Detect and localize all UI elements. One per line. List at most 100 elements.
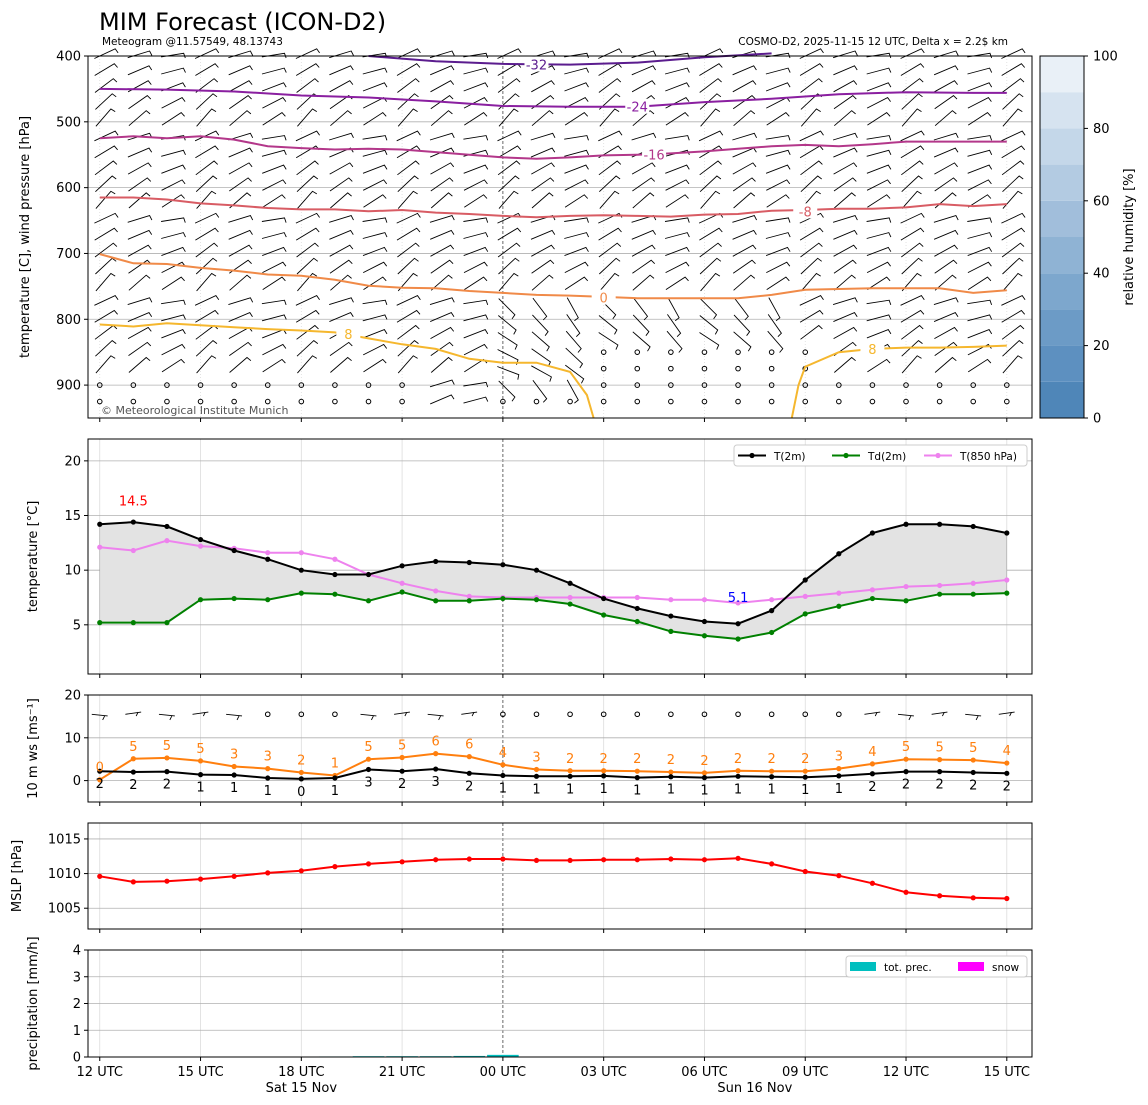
series-point <box>634 605 640 612</box>
isotherm-label: 8 <box>868 343 876 358</box>
wind-barb <box>362 217 388 223</box>
gust-value-label: 3 <box>230 747 238 762</box>
series-point <box>567 857 573 864</box>
wind-barb <box>194 130 220 142</box>
calm-wind-marker <box>668 382 674 388</box>
wind-barb <box>598 160 622 176</box>
calm-wind-marker <box>533 398 540 405</box>
wind-barb <box>228 65 253 76</box>
wind-barb <box>161 329 186 339</box>
wind-barb <box>296 257 319 275</box>
wind-barb <box>934 326 958 339</box>
wind-barb <box>498 380 516 402</box>
wind-barb <box>363 194 387 208</box>
wind-barb <box>800 190 821 209</box>
wind-barb <box>564 82 589 92</box>
calm-wind-marker <box>701 365 708 372</box>
calm-wind-marker <box>264 398 271 405</box>
wind-barb <box>765 67 791 75</box>
wind-barb <box>967 149 993 157</box>
series-point <box>769 768 775 774</box>
mean-value-label: 1 <box>532 782 540 797</box>
series-point <box>836 873 842 879</box>
wind-barb <box>901 257 923 275</box>
wind-barb <box>329 162 354 175</box>
wind-barb <box>900 145 925 159</box>
calm-wind-marker <box>768 382 775 388</box>
wind-barb <box>633 297 649 321</box>
wind-barb <box>396 295 421 306</box>
y-tick-label: 700 <box>56 247 81 262</box>
y-axis-label: temperature [°C] <box>26 501 41 613</box>
wind-barb <box>297 272 318 292</box>
y-tick-label: 1005 <box>48 902 81 917</box>
calm-wind-marker <box>634 398 641 405</box>
wind-barb <box>195 63 219 76</box>
series-point <box>601 612 607 618</box>
wind-barb <box>866 164 892 174</box>
wind-barb <box>463 179 488 191</box>
wind-barb <box>598 145 622 159</box>
calm-wind-marker <box>668 398 674 405</box>
panel-frame <box>87 949 1033 1058</box>
calm-wind-marker <box>600 711 607 718</box>
gust-value-label: 2 <box>734 752 742 767</box>
calm-wind-marker <box>802 349 809 355</box>
wind-barb <box>967 217 993 223</box>
wind-barb <box>463 381 489 388</box>
wind-barb <box>900 295 925 306</box>
wind-barb <box>161 276 185 290</box>
wind-barb <box>463 135 489 141</box>
wind-barb <box>665 164 690 174</box>
series-point <box>802 593 808 599</box>
y-tick-label: 600 <box>56 181 81 196</box>
wind-barb <box>866 149 892 157</box>
wind-barb <box>800 257 822 275</box>
wind-barb <box>699 145 723 159</box>
wind-barb <box>598 48 623 59</box>
wind-barb <box>396 227 421 241</box>
series-point <box>97 521 103 527</box>
series-point <box>668 613 674 619</box>
gust-value-label: 4 <box>868 745 876 760</box>
wind-barb <box>799 295 824 306</box>
wind-barb <box>262 261 287 274</box>
copyright-note: © Meteorological Institute Munich <box>101 404 288 417</box>
wind-barb <box>229 356 252 373</box>
wind-barb <box>732 177 756 192</box>
wind-barb <box>1001 63 1026 76</box>
wind-barb <box>329 229 354 240</box>
wind-barb <box>967 135 993 141</box>
gust-value-label: 5 <box>364 740 372 755</box>
wind-barb <box>998 711 1015 717</box>
y-tick-label: 0 <box>73 774 81 789</box>
wind-barb <box>834 274 856 291</box>
wind-barb <box>464 358 488 373</box>
series-point <box>164 538 170 544</box>
wind-barb <box>766 112 790 126</box>
wind-barb <box>498 257 520 275</box>
wind-barb <box>396 130 421 142</box>
wind-barb <box>531 162 555 175</box>
calm-wind-marker <box>701 398 708 405</box>
calm-wind-marker <box>836 382 842 388</box>
series-point <box>567 601 573 607</box>
series-point <box>130 769 136 775</box>
wind-barb <box>564 194 589 208</box>
wind-barb <box>94 63 118 76</box>
gust-value-label: 5 <box>129 740 137 755</box>
wind-barb <box>463 217 489 223</box>
wind-barb <box>967 179 992 191</box>
wind-barb <box>397 272 418 292</box>
series-point <box>735 600 741 606</box>
wind-barb <box>934 341 958 356</box>
calm-wind-marker <box>634 382 641 388</box>
gust-value-label: 4 <box>499 746 507 761</box>
series-point <box>298 567 304 573</box>
wind-barb <box>800 272 821 292</box>
wind-barb <box>934 95 958 110</box>
wind-barb <box>901 272 922 292</box>
wind-barb <box>598 78 622 93</box>
wind-barb <box>430 162 455 175</box>
